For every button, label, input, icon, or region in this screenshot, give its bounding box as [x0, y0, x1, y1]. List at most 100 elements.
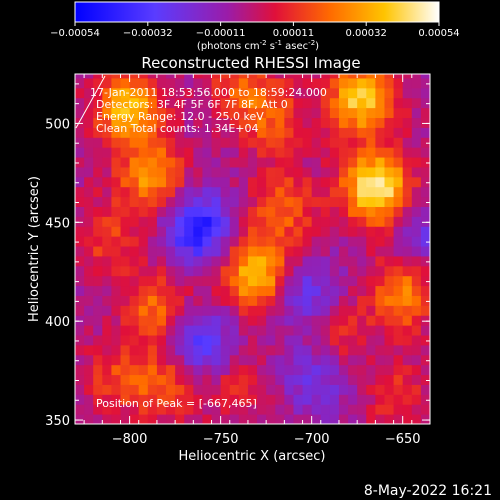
heatmap-cell: [384, 166, 395, 178]
heatmap-cell: [393, 315, 404, 326]
heatmap-cell: [193, 315, 203, 326]
heatmap-cell: [357, 305, 367, 316]
heatmap-cell: [84, 107, 94, 119]
heatmap-cell: [257, 216, 267, 227]
heatmap-cell: [202, 117, 213, 128]
heatmap-cell: [147, 127, 158, 138]
heatmap-cell: [84, 255, 94, 267]
heatmap-cell: [348, 216, 358, 227]
heatmap-cell: [338, 414, 349, 424]
heatmap-cell: [375, 354, 385, 366]
heatmap-cell: [257, 384, 267, 395]
heatmap-cell: [247, 414, 258, 424]
heatmap-cell: [220, 315, 231, 326]
heatmap-cell: [238, 255, 249, 267]
heatmap-cell: [402, 344, 413, 356]
x-tick-label: −650: [385, 432, 421, 447]
heatmap-cell: [129, 384, 140, 395]
heatmap-cell: [366, 157, 376, 168]
heatmap-cell: [366, 285, 376, 296]
heatmap-cell: [375, 87, 385, 99]
heatmap-cell: [366, 77, 376, 89]
heatmap-cell: [257, 335, 267, 346]
y-axis-label: Heliocentric Y (arcsec): [27, 176, 42, 322]
heatmap-cell: [302, 285, 313, 296]
colorbar-tick-label: −0.00054: [50, 28, 100, 39]
heatmap-cell: [102, 374, 112, 385]
heatmap-cell: [420, 157, 430, 168]
heatmap-cell: [156, 77, 167, 89]
heatmap-cell: [220, 255, 231, 267]
heatmap-cell: [175, 216, 185, 227]
heatmap-cell: [311, 166, 322, 178]
heatmap-cell: [247, 97, 258, 109]
heatmap-cell: [402, 246, 413, 257]
heatmap-cell: [357, 117, 367, 128]
heatmap-cell: [93, 265, 103, 277]
heatmap-cell: [102, 335, 112, 346]
heatmap-cell: [84, 137, 94, 148]
heatmap-cell: [275, 97, 285, 109]
heatmap-cell: [302, 147, 313, 158]
heatmap-cell: [320, 186, 331, 198]
heatmap-cell: [166, 315, 176, 326]
heatmap-cell: [320, 166, 331, 178]
energy-range-text: Energy Range: 12.0 - 25.0 keV: [96, 110, 264, 123]
heatmap-cell: [193, 255, 203, 267]
heatmap-cell: [284, 255, 294, 267]
heatmap-cell: [220, 335, 231, 346]
heatmap-cell: [375, 295, 385, 306]
heatmap-cell: [320, 384, 331, 395]
heatmap-cell: [120, 166, 131, 178]
heatmap-cell: [93, 226, 103, 237]
heatmap-cell: [302, 117, 313, 128]
heatmap-cell: [411, 77, 422, 89]
heatmap-cell: [320, 226, 331, 237]
heatmap-cell: [238, 137, 249, 148]
heatmap-cell: [366, 275, 376, 287]
heatmap-cell: [175, 87, 185, 99]
heatmap-cell: [238, 285, 249, 296]
heatmap-cell: [284, 226, 294, 237]
heatmap-cell: [275, 384, 285, 395]
heatmap-cell: [156, 117, 167, 128]
heatmap-cell: [138, 374, 149, 385]
heatmap-cell: [402, 305, 413, 316]
heatmap-cell: [138, 186, 149, 198]
heatmap-cell: [111, 166, 122, 178]
heatmap-cell: [275, 117, 285, 128]
heatmap-cell: [320, 265, 331, 277]
heatmap-cell: [293, 265, 304, 277]
heatmap-cell: [275, 255, 285, 267]
heatmap-cell: [220, 265, 231, 277]
heatmap-cell: [284, 107, 294, 119]
heatmap-cell: [247, 226, 258, 237]
heatmap-cell: [175, 285, 185, 296]
heatmap-cell: [220, 226, 231, 237]
heatmap-cell: [293, 117, 304, 128]
heatmap-cell: [184, 364, 194, 376]
heatmap-cell: [293, 216, 304, 227]
heatmap-cell: [275, 374, 285, 385]
heatmap-cell: [366, 404, 376, 415]
heatmap-cell: [147, 176, 158, 188]
heatmap-cell: [357, 186, 367, 198]
heatmap-cell: [329, 166, 340, 178]
heatmap-cell: [93, 176, 103, 188]
heatmap-cell: [284, 77, 294, 89]
heatmap-cell: [357, 77, 367, 89]
heatmap-cell: [266, 157, 276, 168]
heatmap-cell: [311, 265, 322, 277]
heatmap-cell: [138, 344, 149, 356]
heatmap-cell: [411, 246, 422, 257]
heatmap-cell: [75, 374, 85, 385]
heatmap-cell: [84, 196, 94, 207]
heatmap-cell: [384, 265, 395, 277]
heatmap-cell: [75, 176, 85, 188]
heatmap-cell: [293, 137, 304, 148]
heatmap-cell: [166, 176, 176, 188]
heatmap-cell: [411, 384, 422, 395]
heatmap-cell: [111, 246, 122, 257]
heatmap-cell: [348, 87, 358, 99]
heatmap-cell: [93, 147, 103, 158]
